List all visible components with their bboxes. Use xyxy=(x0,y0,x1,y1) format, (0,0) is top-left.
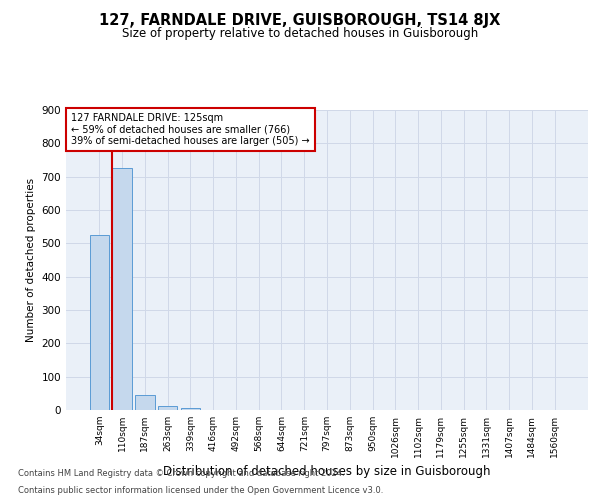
Text: Size of property relative to detached houses in Guisborough: Size of property relative to detached ho… xyxy=(122,28,478,40)
Bar xyxy=(158,406,178,410)
X-axis label: Distribution of detached houses by size in Guisborough: Distribution of detached houses by size … xyxy=(163,466,491,478)
Bar xyxy=(90,235,109,410)
Bar xyxy=(135,394,155,410)
Text: Contains public sector information licensed under the Open Government Licence v3: Contains public sector information licen… xyxy=(18,486,383,495)
Y-axis label: Number of detached properties: Number of detached properties xyxy=(26,178,36,342)
Text: Contains HM Land Registry data © Crown copyright and database right 2024.: Contains HM Land Registry data © Crown c… xyxy=(18,468,344,477)
Bar xyxy=(181,408,200,410)
Bar xyxy=(112,168,132,410)
Text: 127 FARNDALE DRIVE: 125sqm
← 59% of detached houses are smaller (766)
39% of sem: 127 FARNDALE DRIVE: 125sqm ← 59% of deta… xyxy=(71,113,310,146)
Text: 127, FARNDALE DRIVE, GUISBOROUGH, TS14 8JX: 127, FARNDALE DRIVE, GUISBOROUGH, TS14 8… xyxy=(100,12,500,28)
